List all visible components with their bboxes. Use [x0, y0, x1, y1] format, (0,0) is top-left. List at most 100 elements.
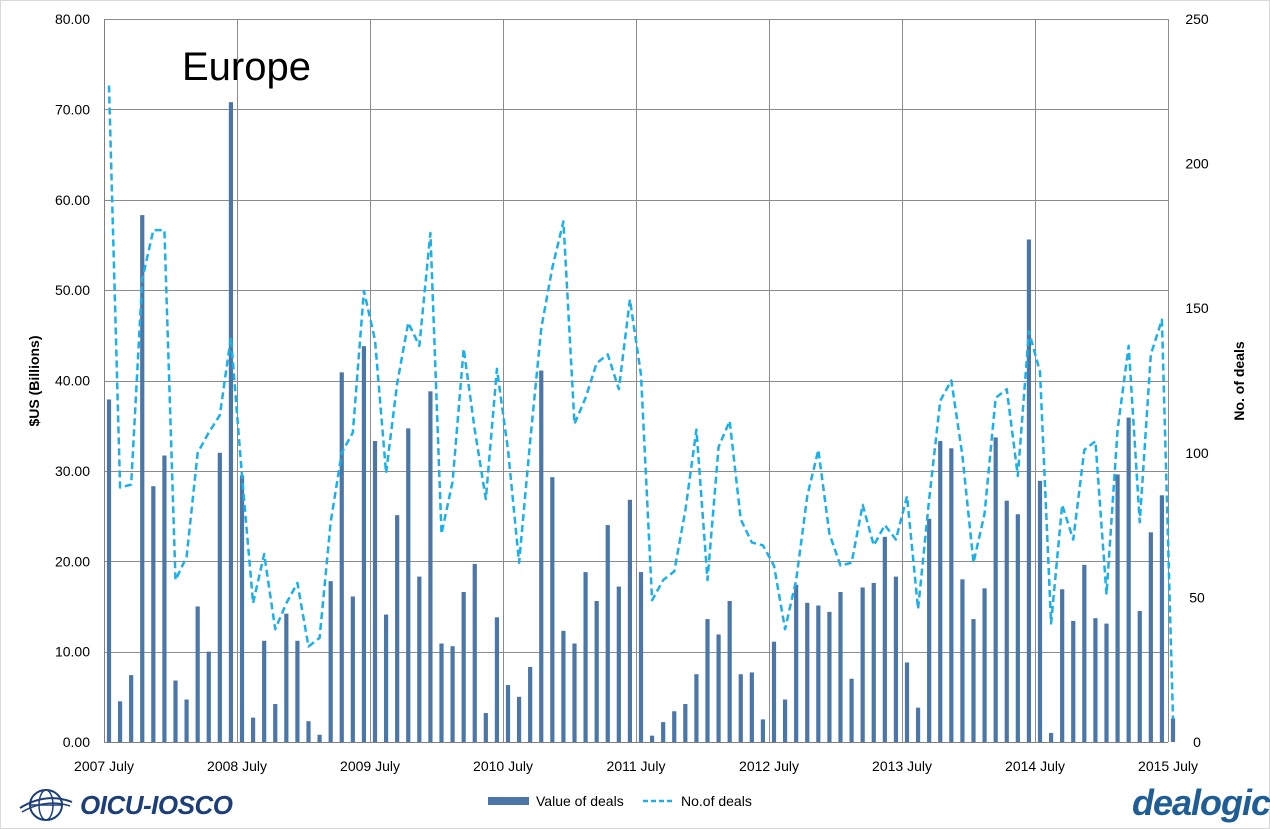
legend-swatch-bar — [488, 797, 529, 805]
bar — [672, 711, 677, 742]
legend: Value of deals No.of deals — [488, 793, 752, 809]
y-tick-label: 10.00 — [55, 644, 90, 660]
bar — [428, 391, 433, 742]
y2-axis-title: No. of deals — [1231, 341, 1247, 421]
bar — [616, 586, 621, 742]
bar — [184, 699, 189, 742]
bar — [705, 619, 710, 742]
x-tick-label: 2007 July — [74, 758, 134, 774]
bar — [1082, 564, 1087, 742]
legend-label-value-of-deals: Value of deals — [536, 793, 624, 809]
x-tick-label: 2011 July — [607, 758, 666, 774]
bar — [1115, 474, 1120, 742]
y-tick-labels: 0.00 10.00 20.00 30.00 40.00 50.00 60.00 70.00 8… — [55, 11, 90, 750]
bar — [239, 475, 245, 742]
deals-line — [107, 85, 1175, 719]
bar — [262, 640, 267, 742]
bar — [661, 722, 666, 742]
x-tick-label: 2012 July — [739, 758, 799, 774]
bar — [1093, 618, 1098, 742]
bar — [1137, 610, 1142, 742]
bar — [417, 576, 422, 742]
bar — [162, 455, 167, 742]
bar — [1015, 514, 1020, 742]
y2-tick-label: 200 — [1185, 156, 1209, 172]
bar — [1170, 718, 1176, 742]
bar — [949, 448, 954, 742]
bar — [1026, 239, 1032, 742]
y-tick-label: 40.00 — [55, 373, 90, 389]
iosco-logo-text: OICU-IOSCO — [80, 789, 233, 820]
bar — [727, 601, 732, 742]
y2-tick-label: 50 — [1189, 589, 1205, 605]
bar — [151, 486, 156, 742]
globe-icon — [19, 789, 73, 821]
x-tick-labels: 2007 July 2008 July 2009 July 2010 July 2011… — [74, 758, 1198, 774]
bar — [960, 579, 965, 742]
bar — [760, 719, 766, 742]
bar — [561, 630, 566, 742]
bar — [938, 441, 943, 742]
bar — [1037, 480, 1043, 742]
y-tick-label: 60.00 — [55, 192, 90, 208]
y2-tick-label: 250 — [1185, 11, 1209, 27]
y-tick-label: 0.00 — [63, 734, 90, 750]
bar — [1148, 532, 1153, 742]
axes — [104, 19, 1168, 743]
bar — [395, 515, 400, 742]
y2-tick-label: 150 — [1185, 300, 1209, 316]
legend-label-no-of-deals: No.of deals — [681, 793, 752, 809]
bar — [273, 704, 278, 742]
bar — [915, 707, 921, 742]
bar — [295, 640, 300, 742]
bar — [206, 651, 211, 743]
bar — [694, 674, 699, 742]
bar — [1048, 732, 1054, 742]
bar — [805, 602, 810, 742]
bar — [1071, 620, 1076, 742]
x-tick-label: 2015 July — [1138, 758, 1198, 774]
bar — [893, 576, 899, 742]
bar — [738, 674, 743, 742]
x-tick-label: 2010 July — [473, 758, 533, 774]
bar — [505, 685, 511, 742]
bar — [173, 680, 178, 742]
bar — [649, 735, 655, 742]
y2-tick-label: 0 — [1193, 734, 1201, 750]
y-tick-label: 30.00 — [55, 463, 90, 479]
x-tick-label: 2014 July — [1005, 758, 1065, 774]
y-axis-title: $US (Billions) — [26, 335, 42, 426]
bar — [605, 525, 610, 742]
bar — [306, 721, 311, 742]
x-tick-label: 2009 July — [340, 758, 400, 774]
bar — [284, 613, 289, 742]
bar — [871, 582, 876, 742]
bar — [406, 428, 411, 742]
bar — [816, 605, 821, 742]
bar — [217, 452, 222, 742]
x-tick-label: 2008 July — [207, 758, 267, 774]
bar — [450, 646, 455, 742]
bar — [971, 619, 976, 742]
bar — [350, 596, 355, 742]
bar — [927, 518, 932, 742]
bar — [483, 713, 488, 742]
bar — [583, 572, 588, 742]
bar — [317, 734, 322, 742]
y2-tick-labels: 0 50 100 150 200 250 — [1185, 11, 1209, 750]
bar — [993, 437, 998, 742]
chart-title: Europe — [182, 45, 311, 89]
bar — [129, 675, 134, 742]
bar — [1004, 500, 1009, 742]
bar — [882, 536, 887, 742]
y-tick-label: 80.00 — [55, 11, 90, 27]
bar — [982, 588, 987, 742]
bar — [494, 617, 500, 742]
bar — [516, 696, 522, 742]
bar — [361, 346, 367, 742]
line-series-no-of-deals — [107, 85, 1175, 719]
bar — [572, 643, 577, 742]
bar — [539, 370, 544, 742]
